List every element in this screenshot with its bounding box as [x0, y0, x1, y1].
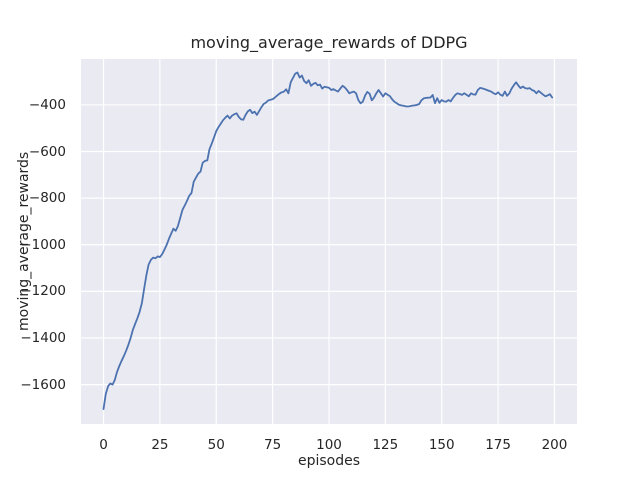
x-tick-label: 125 [372, 437, 399, 453]
x-axis-label: episodes [297, 453, 361, 469]
x-tick-label: 100 [316, 437, 342, 453]
reward-line-series [102, 71, 554, 411]
x-tick-label: 150 [428, 437, 455, 453]
chart-title: moving_average_rewards of DDPG [190, 33, 468, 52]
y-tick-label: −1400 [20, 329, 66, 346]
y-tick-label: −800 [28, 190, 66, 207]
y-tick-label: −1200 [20, 283, 66, 300]
x-tick-label: 200 [541, 437, 568, 453]
y-tick-label: −1000 [20, 236, 66, 253]
plot-area [81, 59, 577, 424]
x-tick-label: 175 [485, 437, 511, 453]
x-tick-label: 25 [151, 437, 169, 453]
x-tick-label: 0 [99, 437, 108, 453]
y-tick-label: −400 [28, 96, 66, 113]
chart-canvas [81, 59, 577, 424]
y-tick-label: −1600 [20, 376, 66, 393]
x-tick-label: 75 [264, 437, 282, 453]
x-tick-label: 50 [207, 437, 225, 453]
y-tick-label: −600 [28, 143, 66, 160]
